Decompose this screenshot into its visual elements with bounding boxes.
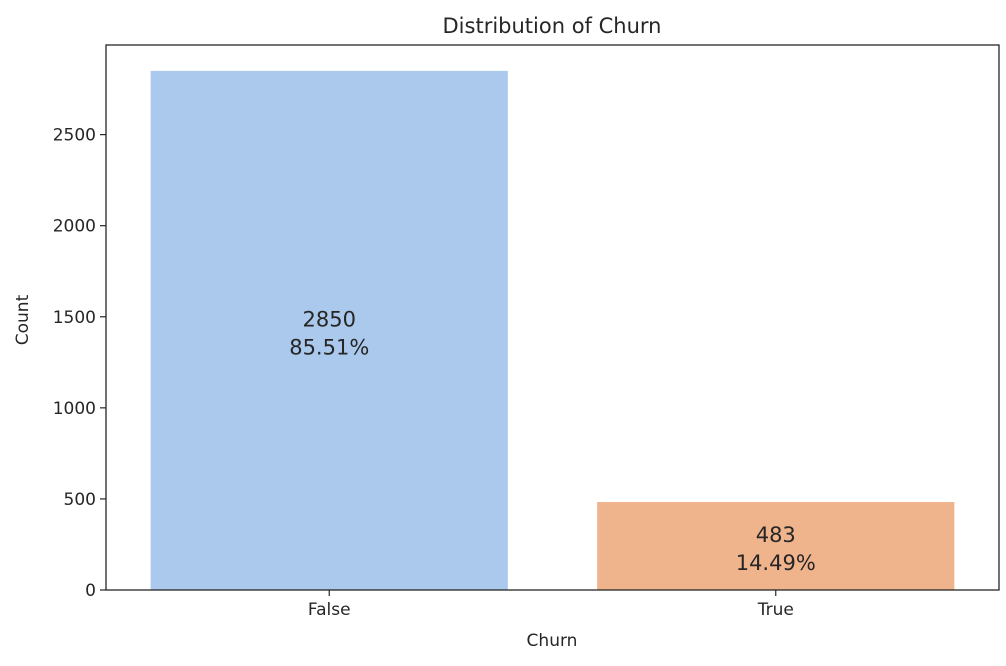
plot-frame: [105, 44, 1000, 591]
chart-title: Distribution of Churn: [443, 14, 662, 38]
bar-labels-group: 2850 85.51% 483 14.49%: [289, 307, 816, 575]
y-tick-label: 0: [85, 581, 96, 601]
y-axis-label: Count: [13, 294, 33, 345]
x-tick-label: True: [757, 600, 794, 620]
bar-true: [597, 502, 955, 590]
y-tick-label: 2000: [53, 217, 96, 237]
bar-percent-label: 14.49%: [736, 551, 816, 575]
y-tick-label: 1500: [53, 308, 96, 328]
x-tick-label: False: [308, 600, 351, 620]
x-axis-label: Churn: [527, 631, 578, 651]
y-tick-label: 500: [64, 490, 96, 510]
y-axis-ticks: 0 500 1000 1500 2000 2500: [53, 126, 106, 601]
y-tick-label: 1000: [53, 399, 96, 419]
bar-false: [150, 70, 508, 590]
bar-count-label: 483: [756, 523, 796, 547]
bar-count-label: 2850: [303, 307, 356, 331]
x-axis-ticks: False True: [308, 590, 794, 620]
y-tick-label: 2500: [53, 126, 96, 146]
bar-percent-label: 85.51%: [289, 335, 369, 359]
bars-group: [150, 70, 955, 590]
